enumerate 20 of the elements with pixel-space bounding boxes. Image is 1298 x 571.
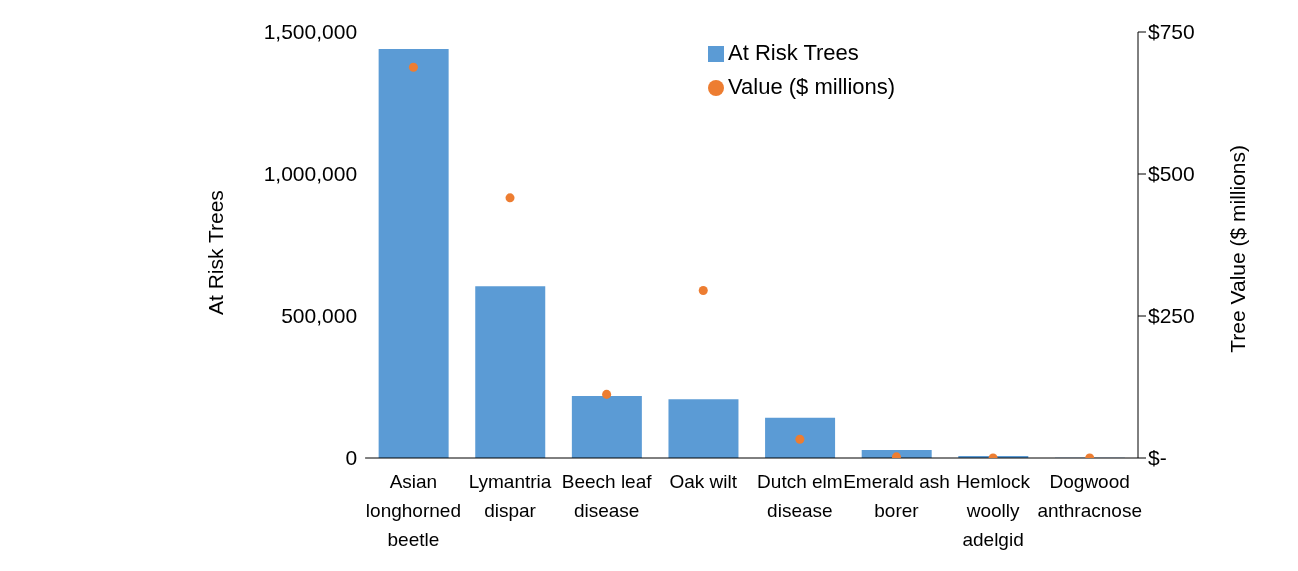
x-tick-label: Dutch elm disease <box>757 471 843 521</box>
x-tick-label: Beech leaf disease <box>561 471 653 521</box>
x-tick-label: Emerald ash borer <box>843 471 950 521</box>
y2-tick-label: $750 <box>1148 20 1195 44</box>
x-tick-label: Hemlock woolly adelgid <box>956 471 1031 550</box>
y-tick-label: 1,000,000 <box>263 162 358 186</box>
legend-label: At Risk Trees <box>728 40 859 65</box>
y-axis-title: At Risk Trees <box>203 190 227 315</box>
x-tick-label: Oak wilt <box>669 471 738 492</box>
x-tick-label: Lymantria dispar <box>468 471 552 521</box>
legend-label: Value ($ millions) <box>728 74 896 99</box>
x-tick-label: Dogwood anthracnose <box>1037 471 1142 521</box>
y-tick-label: 500,000 <box>281 304 358 328</box>
y2-tick-label: $250 <box>1148 304 1195 328</box>
y-tick-label: 0 <box>345 446 358 470</box>
y2-axis-title: Tree Value ($ millions) <box>1226 145 1250 353</box>
x-tick-label: Asian longhorned beetle <box>365 471 461 550</box>
y-tick-label: 1,500,000 <box>263 20 358 44</box>
y2-tick-label: $- <box>1148 446 1167 470</box>
y2-tick-label: $500 <box>1148 162 1195 186</box>
